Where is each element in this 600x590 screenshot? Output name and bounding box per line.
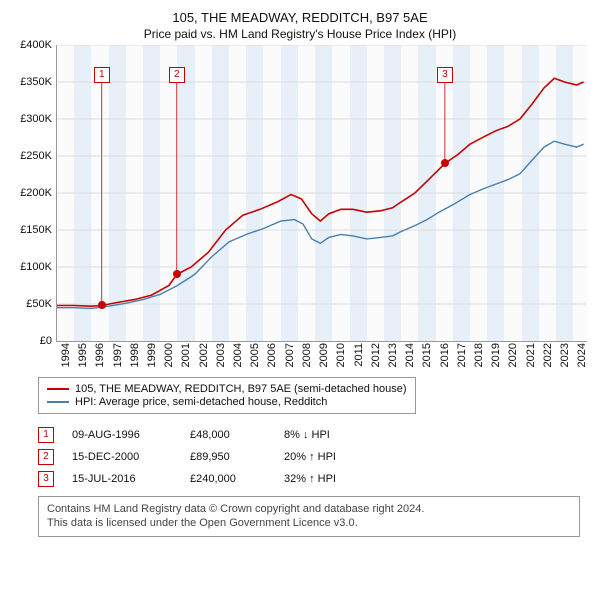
marker-box: 3 [437, 67, 453, 83]
event-date: 09-AUG-1996 [72, 429, 172, 441]
x-tick-label: 1996 [94, 343, 106, 367]
x-tick-label: 2013 [387, 343, 399, 367]
chart-area: £0£50K£100K£150K£200K£250K£300K£350K£400… [14, 45, 586, 375]
x-tick-label: 1994 [60, 343, 72, 367]
x-tick-label: 2008 [301, 343, 313, 367]
legend-item: 105, THE MEADWAY, REDDITCH, B97 5AE (sem… [47, 383, 407, 395]
x-tick-label: 1999 [146, 343, 158, 367]
license-box: Contains HM Land Registry data © Crown c… [38, 496, 580, 537]
marker-dot [98, 301, 106, 309]
x-tick-label: 2002 [198, 343, 210, 367]
legend-item: HPI: Average price, semi-detached house,… [47, 396, 407, 408]
event-pct: 8% ↓ HPI [284, 429, 394, 441]
x-tick-label: 2003 [215, 343, 227, 367]
x-tick-label: 1997 [112, 343, 124, 367]
y-tick-label: £100K [20, 261, 52, 273]
x-tick-label: 2015 [421, 343, 433, 367]
y-tick-label: £300K [20, 113, 52, 125]
event-row: 3 15-JUL-2016 £240,000 32% ↑ HPI [38, 468, 580, 490]
marker-box: 2 [169, 67, 185, 83]
y-axis: £0£50K£100K£150K£200K£250K£300K£350K£400… [14, 45, 56, 341]
event-row: 2 15-DEC-2000 £89,950 20% ↑ HPI [38, 446, 580, 468]
event-pct: 32% ↑ HPI [284, 473, 394, 485]
series-price_paid [57, 78, 584, 306]
event-price: £240,000 [190, 473, 266, 485]
x-tick-label: 2007 [284, 343, 296, 367]
marker-dot [441, 159, 449, 167]
event-price: £48,000 [190, 429, 266, 441]
event-marker: 3 [38, 471, 54, 487]
x-tick-label: 2005 [249, 343, 261, 367]
y-tick-label: £0 [40, 335, 52, 347]
y-tick-label: £250K [20, 150, 52, 162]
event-price: £89,950 [190, 451, 266, 463]
y-tick-label: £400K [20, 39, 52, 51]
x-tick-label: 2020 [507, 343, 519, 367]
title: 105, THE MEADWAY, REDDITCH, B97 5AE [14, 10, 586, 25]
chart-card: 105, THE MEADWAY, REDDITCH, B97 5AE Pric… [0, 0, 600, 590]
x-tick-label: 2000 [163, 343, 175, 367]
x-tick-label: 2024 [576, 343, 588, 367]
legend-swatch [47, 388, 69, 390]
event-row: 1 09-AUG-1996 £48,000 8% ↓ HPI [38, 424, 580, 446]
event-pct: 20% ↑ HPI [284, 451, 394, 463]
marker-dot [173, 270, 181, 278]
legend-label: 105, THE MEADWAY, REDDITCH, B97 5AE (sem… [75, 383, 407, 395]
plot-svg [57, 45, 587, 341]
x-tick-label: 2014 [404, 343, 416, 367]
subtitle: Price paid vs. HM Land Registry's House … [14, 27, 586, 41]
event-date: 15-JUL-2016 [72, 473, 172, 485]
x-tick-label: 2023 [559, 343, 571, 367]
x-axis: 1994 1995 1996 1997 1998 1999 2000 2001 2002 2003… [56, 341, 586, 375]
x-tick-label: 2010 [335, 343, 347, 367]
x-tick-label: 2004 [232, 343, 244, 367]
x-tick-label: 2019 [490, 343, 502, 367]
series-hpi [57, 141, 584, 308]
x-tick-label: 2018 [473, 343, 485, 367]
x-tick-label: 2009 [318, 343, 330, 367]
event-marker: 2 [38, 449, 54, 465]
y-tick-label: £50K [26, 298, 52, 310]
legend: 105, THE MEADWAY, REDDITCH, B97 5AE (sem… [38, 377, 416, 414]
x-tick-label: 1995 [77, 343, 89, 367]
marker-box: 1 [94, 67, 110, 83]
legend-label: HPI: Average price, semi-detached house,… [75, 396, 327, 408]
x-tick-label: 1998 [129, 343, 141, 367]
x-tick-label: 2016 [439, 343, 451, 367]
x-tick-label: 2017 [456, 343, 468, 367]
x-tick-label: 2021 [525, 343, 537, 367]
y-tick-label: £200K [20, 187, 52, 199]
x-tick-label: 2012 [370, 343, 382, 367]
x-tick-label: 2001 [180, 343, 192, 367]
event-date: 15-DEC-2000 [72, 451, 172, 463]
events-table: 1 09-AUG-1996 £48,000 8% ↓ HPI 2 15-DEC-2000 £… [38, 424, 580, 490]
license-line: This data is licensed under the Open Gov… [47, 516, 571, 530]
x-tick-label: 2006 [266, 343, 278, 367]
legend-swatch [47, 401, 69, 403]
event-marker: 1 [38, 427, 54, 443]
x-tick-label: 2011 [353, 343, 365, 367]
y-tick-label: £350K [20, 76, 52, 88]
license-line: Contains HM Land Registry data © Crown c… [47, 502, 571, 516]
plot-area: 1 2 3 [56, 45, 587, 342]
x-tick-label: 2022 [542, 343, 554, 367]
y-tick-label: £150K [20, 224, 52, 236]
